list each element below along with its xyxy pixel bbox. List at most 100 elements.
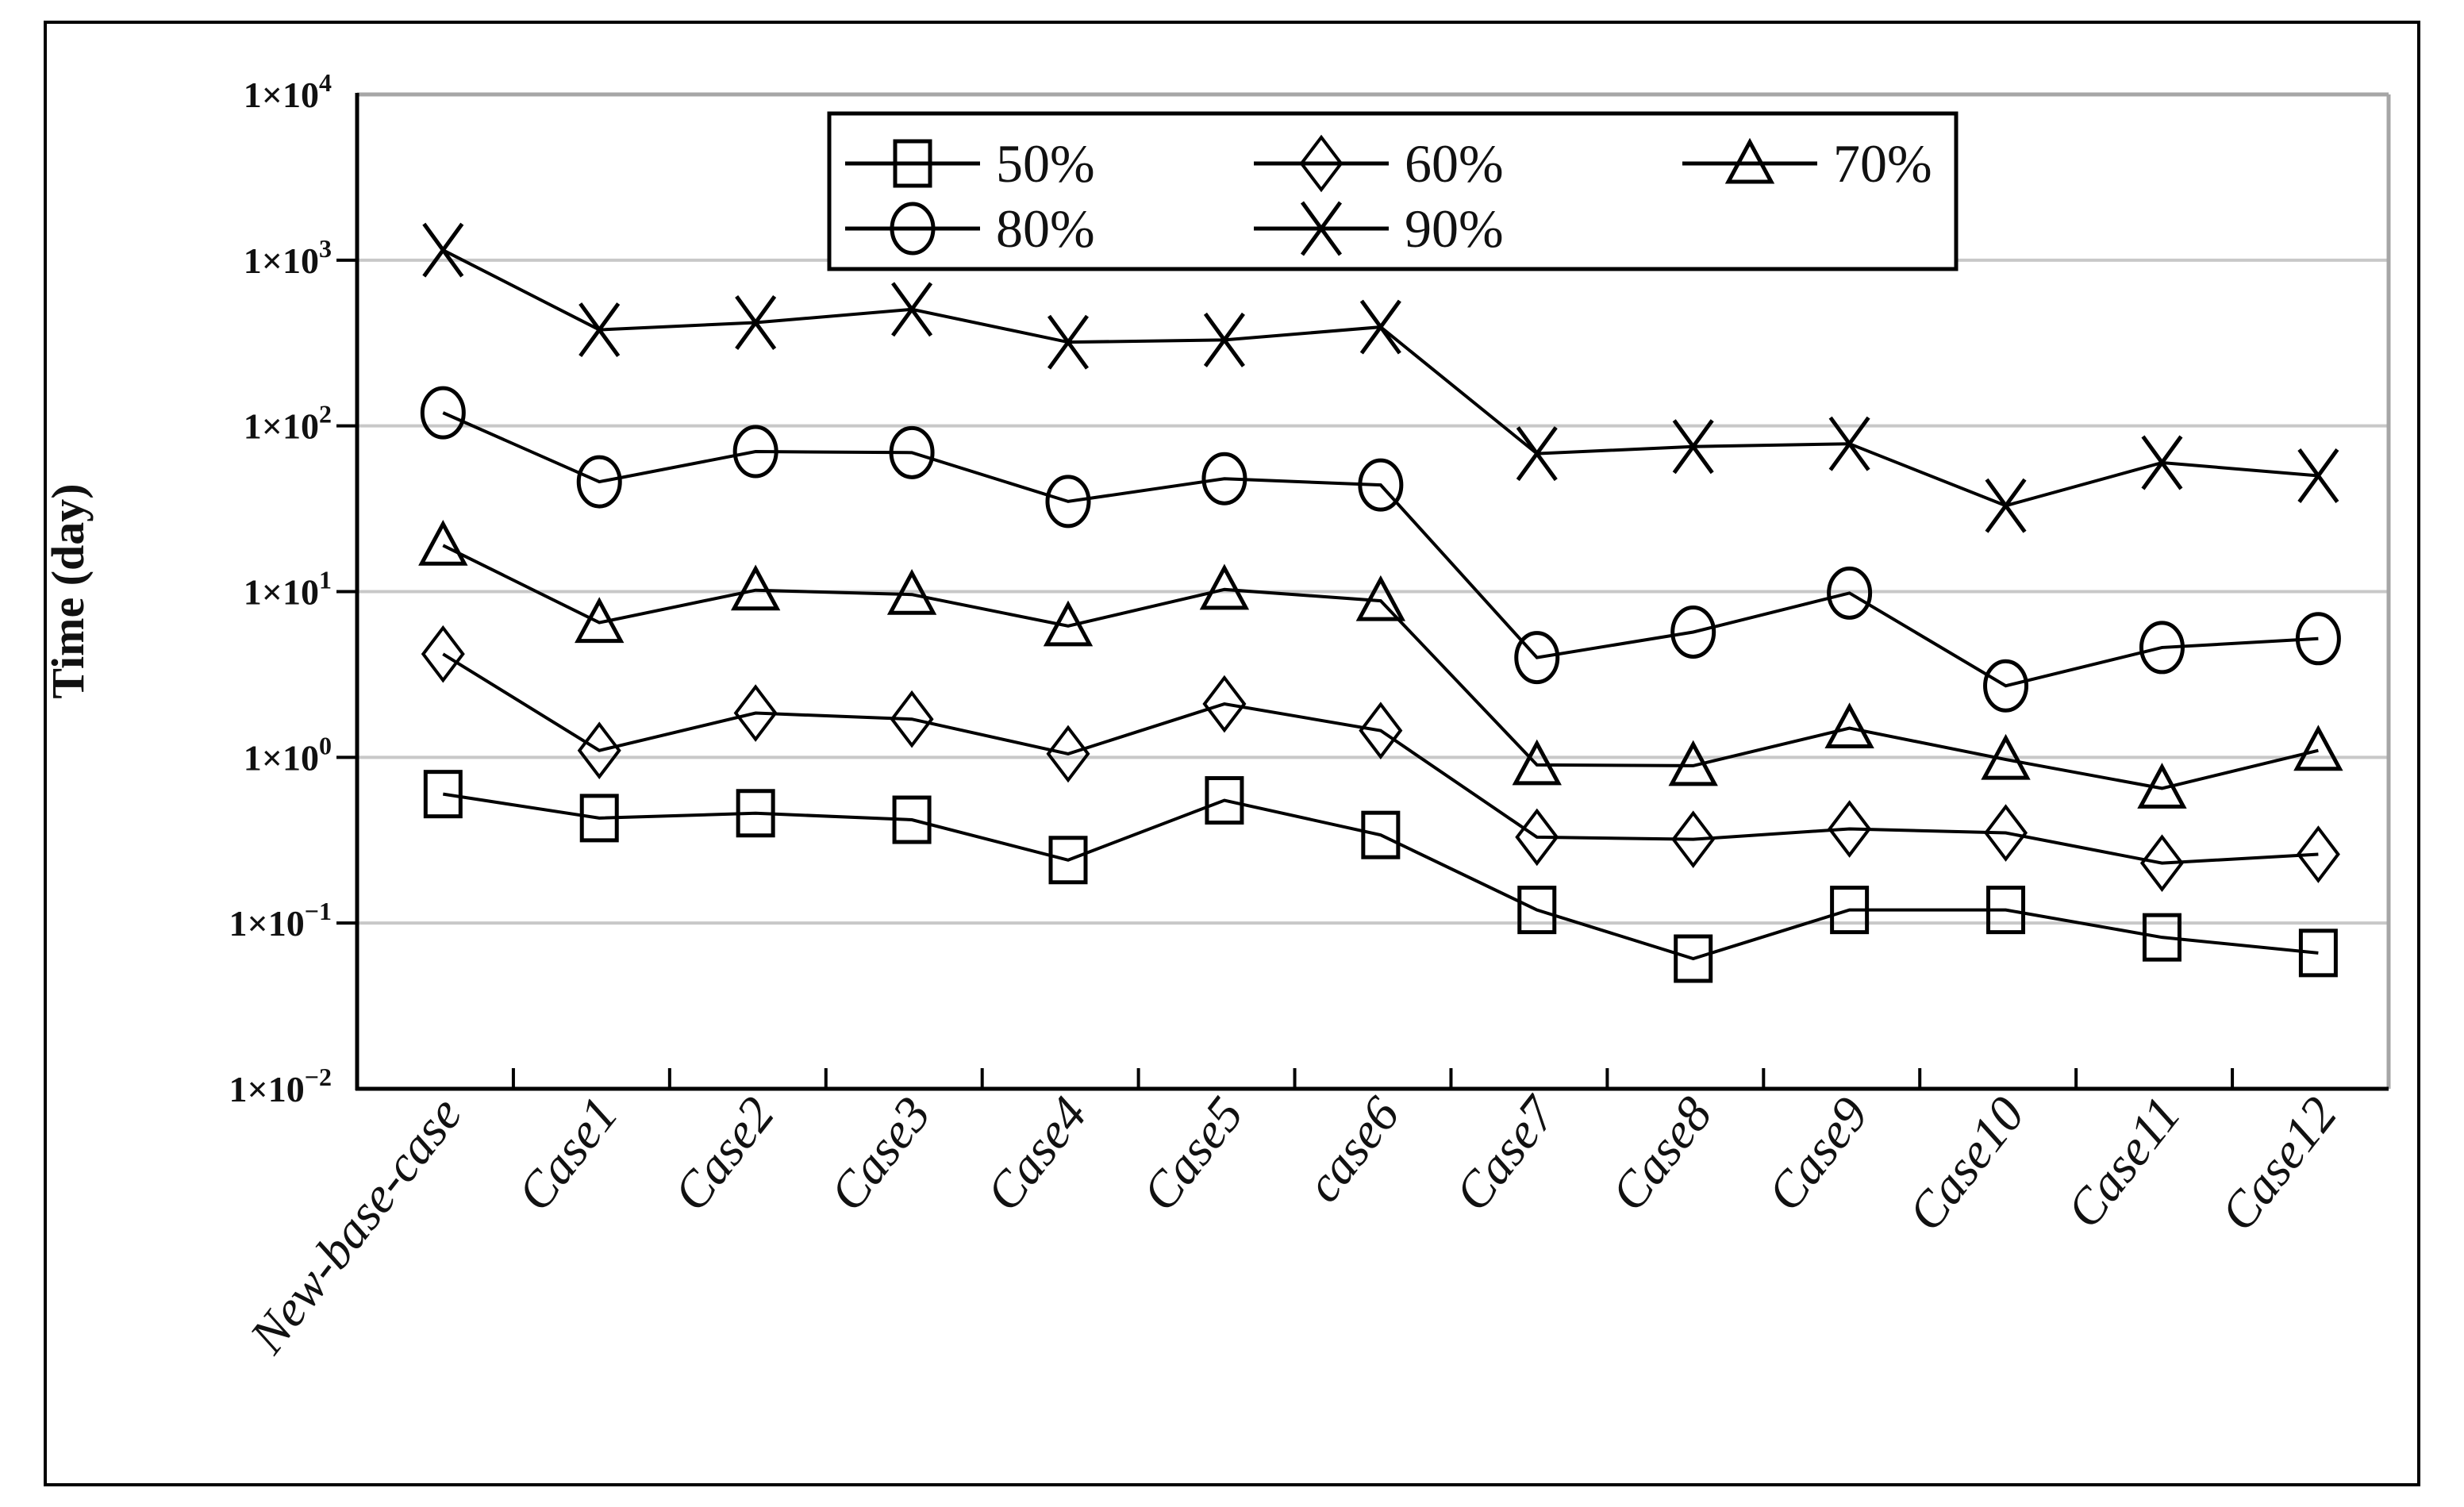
- x-marker: [1672, 419, 1714, 475]
- triangle-marker: [1199, 563, 1250, 610]
- triangle-marker: [886, 568, 937, 615]
- x-marker: [1516, 426, 1558, 482]
- legend-item-50%: 50%: [845, 133, 1095, 194]
- x-category-label: case6: [1294, 1086, 1410, 1213]
- y-axis: 1×104 1×103 1×102 1×101 1×100 1×10−1 1×10−2: [229, 68, 359, 1109]
- x-category-label: Case1: [506, 1086, 628, 1221]
- circle-marker: [1983, 659, 2029, 713]
- legend-label: 80%: [996, 198, 1095, 259]
- x-category-label: Case10: [1897, 1086, 2035, 1241]
- circle-marker: [1045, 475, 1091, 529]
- series-90%: [422, 222, 2339, 533]
- diamond-marker: [421, 625, 465, 683]
- legend-item-90%: 90%: [1254, 198, 1504, 259]
- series-line: [442, 652, 2319, 865]
- square-marker: [2142, 913, 2181, 962]
- x-marker: [422, 222, 464, 278]
- x-category-label: Case12: [2209, 1086, 2347, 1241]
- x-category-label: Case2: [663, 1086, 785, 1221]
- square-marker: [1205, 776, 1244, 825]
- x-marker: [579, 302, 621, 358]
- y-tick-label: 1×100: [244, 731, 332, 778]
- x-marker: [891, 282, 933, 337]
- diamond-marker: [577, 721, 621, 780]
- series-50%: [423, 770, 2338, 983]
- x-category-label: Case4: [975, 1086, 1097, 1221]
- series-80%: [420, 386, 2341, 713]
- triangle-marker: [1043, 600, 1094, 647]
- circle-marker: [732, 425, 778, 479]
- x-axis-ticks: [511, 1068, 2235, 1089]
- triangle-marker: [2293, 725, 2343, 771]
- legend: 50% 60% 70% 80% 90%: [827, 111, 1959, 271]
- x-category-label: Case3: [819, 1086, 941, 1221]
- x-axis-labels: New-base-case Case1 Case2 Case3 Case4 Case5 ca…: [238, 1085, 2347, 1364]
- triangle-marker: [1512, 739, 1562, 786]
- triangle-marker: [575, 597, 625, 644]
- circle-marker: [1514, 631, 1560, 685]
- triangle-marker: [730, 564, 781, 611]
- square-marker: [579, 794, 619, 843]
- square-marker: [893, 139, 932, 188]
- circle-marker: [2139, 621, 2185, 675]
- circle-marker: [1358, 458, 1404, 512]
- diamond-marker: [1299, 134, 1343, 193]
- x-category-label: Case8: [1600, 1086, 1722, 1221]
- square-marker: [1517, 886, 1557, 935]
- y-tick-label: 1×10−2: [229, 1063, 332, 1109]
- series-line: [442, 411, 2319, 688]
- series-line: [442, 544, 2319, 790]
- y-tick-label: 1×10−1: [229, 897, 332, 944]
- legend-item-80%: 80%: [845, 198, 1095, 259]
- diamond-marker: [2296, 825, 2340, 883]
- circle-marker: [1201, 452, 1247, 506]
- x-marker: [735, 295, 777, 350]
- square-marker: [1674, 934, 1713, 983]
- diamond-marker: [1984, 804, 2028, 862]
- series-60%: [421, 625, 2340, 892]
- triangle-marker: [1355, 575, 1406, 621]
- diamond-marker: [1359, 702, 1403, 759]
- circle-marker: [889, 425, 935, 479]
- triangle-marker: [418, 520, 468, 566]
- x-marker: [1828, 416, 1870, 471]
- diamond-marker: [1202, 675, 1247, 733]
- diamond-marker: [1671, 810, 1716, 868]
- legend-box: [827, 111, 1959, 271]
- triangle-marker: [1724, 137, 1775, 184]
- y-tick-label: 1×104: [244, 68, 332, 115]
- x-marker: [2297, 448, 2339, 504]
- x-marker: [1300, 201, 1343, 256]
- circle-marker: [1670, 605, 1716, 659]
- y-tick-label: 1×103: [244, 234, 332, 281]
- x-marker: [1203, 312, 1245, 367]
- square-marker: [1986, 886, 2026, 935]
- triangle-marker: [1981, 733, 2031, 780]
- diamond-marker: [1046, 725, 1090, 783]
- square-marker: [1361, 810, 1401, 859]
- triangle-marker: [2137, 763, 2187, 809]
- x-marker: [1985, 478, 2027, 533]
- triangle-marker: [1668, 740, 1718, 786]
- diamond-marker: [1515, 808, 1559, 867]
- series-line: [443, 792, 2319, 961]
- y-axis-title: Time (day): [42, 483, 94, 698]
- square-marker: [2298, 928, 2338, 978]
- x-marker: [2141, 435, 2183, 490]
- legend-label: 60%: [1405, 133, 1504, 194]
- square-marker: [423, 770, 463, 819]
- x-marker: [1359, 299, 1401, 355]
- square-marker: [736, 789, 775, 838]
- circle-marker: [890, 202, 936, 256]
- circle-marker: [2295, 612, 2341, 666]
- series-70%: [418, 520, 2343, 809]
- y-tick-label: 1×102: [244, 400, 332, 447]
- diamond-marker: [2139, 834, 2184, 892]
- x-category-label: Case5: [1132, 1086, 1254, 1221]
- x-marker: [1047, 314, 1090, 370]
- figure-border: [44, 21, 2420, 1486]
- square-marker: [892, 795, 932, 844]
- diamond-marker: [733, 684, 778, 742]
- legend-item-60%: 60%: [1254, 133, 1504, 194]
